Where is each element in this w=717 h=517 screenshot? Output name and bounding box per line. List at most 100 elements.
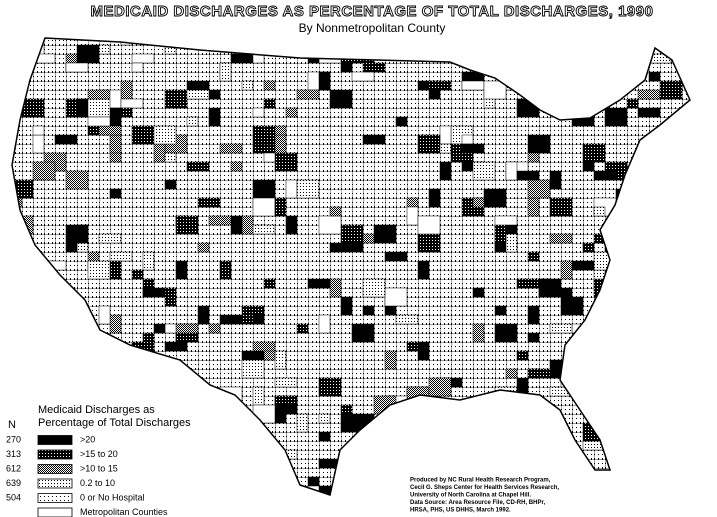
map-title: MEDICAID DISCHARGES AS PERCENTAGE OF TOT…	[91, 3, 654, 20]
county	[164, 341, 188, 352]
county	[373, 467, 397, 487]
county	[450, 38, 463, 46]
county	[252, 107, 265, 118]
county	[494, 458, 507, 469]
county	[670, 458, 690, 478]
county	[615, 350, 639, 361]
county	[648, 107, 661, 118]
county	[626, 278, 639, 298]
county	[527, 305, 540, 325]
legend-title: Percentage of Total Discharges	[38, 417, 191, 429]
county	[659, 179, 672, 190]
county	[164, 287, 177, 307]
county	[186, 89, 210, 100]
county	[538, 458, 562, 469]
county	[549, 170, 562, 190]
county	[549, 386, 573, 397]
county	[197, 197, 221, 208]
county	[527, 332, 540, 343]
county	[527, 152, 540, 163]
county	[362, 233, 375, 244]
county	[406, 206, 419, 226]
county	[351, 485, 364, 495]
county	[318, 215, 342, 235]
county	[65, 170, 89, 190]
county	[120, 107, 133, 118]
county	[153, 323, 166, 334]
county	[263, 278, 276, 289]
county	[109, 359, 133, 379]
county	[252, 224, 276, 235]
county	[670, 38, 690, 46]
county	[98, 233, 122, 244]
county	[472, 161, 496, 181]
county	[65, 62, 89, 73]
county	[197, 485, 221, 495]
county	[362, 305, 375, 316]
county	[175, 323, 199, 334]
county	[164, 152, 177, 163]
county	[329, 278, 342, 298]
county	[604, 368, 617, 379]
county	[549, 323, 573, 334]
county	[681, 224, 690, 244]
county	[549, 494, 562, 495]
county	[164, 89, 188, 109]
credit-line: HRSA, PHS, US DHHS, March 1992.	[410, 508, 511, 514]
county	[65, 242, 78, 253]
credit-line: Data Source: Area Resource File, CD-RH, …	[410, 500, 545, 506]
county	[274, 350, 287, 370]
county	[538, 98, 562, 109]
county	[252, 476, 265, 495]
county	[274, 413, 287, 424]
county	[626, 98, 639, 109]
county	[230, 161, 243, 172]
us-map	[12, 38, 690, 495]
county	[527, 179, 551, 199]
county	[87, 260, 111, 280]
county	[318, 377, 342, 397]
county	[252, 314, 265, 325]
county	[87, 116, 111, 127]
county	[285, 215, 298, 235]
county	[120, 80, 133, 100]
county	[483, 80, 507, 100]
county	[175, 332, 199, 343]
county	[659, 188, 683, 208]
county	[659, 80, 683, 100]
county	[197, 476, 210, 487]
county	[131, 431, 155, 451]
county	[164, 179, 177, 190]
county	[582, 71, 595, 91]
county	[252, 143, 276, 154]
county	[175, 215, 199, 235]
county	[98, 368, 111, 388]
county	[109, 107, 122, 127]
county	[241, 215, 254, 235]
county	[186, 116, 199, 127]
county	[21, 377, 34, 397]
county	[395, 314, 419, 325]
county	[384, 44, 397, 55]
county	[472, 458, 496, 469]
county	[153, 386, 166, 406]
county	[340, 305, 353, 316]
county	[615, 260, 628, 271]
county	[318, 44, 342, 64]
legend-label: >20	[80, 434, 95, 444]
legend-count: 504	[6, 492, 21, 502]
county	[12, 197, 23, 208]
county	[373, 62, 386, 73]
county	[472, 323, 485, 343]
county	[582, 161, 595, 172]
county	[153, 143, 166, 163]
county	[670, 38, 690, 55]
county	[637, 332, 650, 352]
county	[87, 98, 111, 118]
county	[637, 269, 661, 280]
county	[615, 341, 639, 352]
county	[197, 395, 210, 406]
county	[131, 125, 155, 145]
county	[164, 38, 177, 55]
legend-swatch	[37, 464, 73, 474]
